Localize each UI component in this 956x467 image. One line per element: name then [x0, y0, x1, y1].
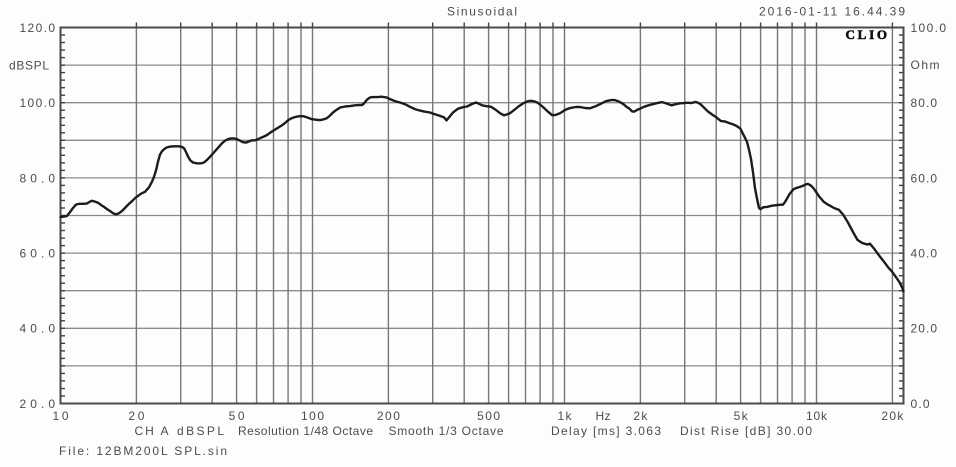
svg-text:Hz: Hz — [596, 409, 611, 423]
svg-text:Sinusoidal: Sinusoidal — [447, 5, 517, 19]
svg-text:Dist Rise [dB] 30.00: Dist Rise [dB] 30.00 — [680, 424, 812, 438]
svg-text:20.0: 20.0 — [911, 322, 938, 336]
svg-text:Ohm: Ohm — [911, 58, 940, 72]
svg-text:5k: 5k — [734, 409, 749, 423]
svg-text:CH A: CH A — [135, 424, 169, 438]
svg-text:Resolution 1/48 Octave: Resolution 1/48 Octave — [238, 424, 373, 438]
svg-text:Smooth 1/3 Octave: Smooth 1/3 Octave — [389, 424, 504, 438]
svg-text:2016-01-11 16.44.39: 2016-01-11 16.44.39 — [759, 5, 905, 19]
svg-text:10k: 10k — [806, 409, 828, 423]
svg-text:dBSPL: dBSPL — [177, 424, 224, 438]
svg-text:500: 500 — [477, 409, 500, 423]
svg-text:200: 200 — [377, 409, 400, 423]
svg-text:Delay [ms] 3.063: Delay [ms] 3.063 — [551, 424, 661, 438]
svg-text:0.0: 0.0 — [911, 397, 930, 411]
svg-text:40.0: 40.0 — [911, 247, 938, 261]
svg-text:100.0: 100.0 — [911, 21, 947, 35]
svg-text:1k: 1k — [558, 409, 573, 423]
svg-text:2k: 2k — [633, 409, 648, 423]
svg-text:File: 12BM200L SPL.sin: File: 12BM200L SPL.sin — [59, 444, 227, 458]
svg-text:CLIO: CLIO — [846, 27, 888, 42]
svg-text:120.0: 120.0 — [20, 21, 56, 35]
svg-text:100.0: 100.0 — [20, 96, 56, 110]
svg-text:100: 100 — [301, 409, 324, 423]
svg-text:dBSPL: dBSPL — [9, 59, 49, 73]
svg-text:60.0: 60.0 — [911, 171, 938, 185]
svg-text:20k: 20k — [881, 409, 904, 423]
svg-text:80.0: 80.0 — [911, 96, 938, 110]
